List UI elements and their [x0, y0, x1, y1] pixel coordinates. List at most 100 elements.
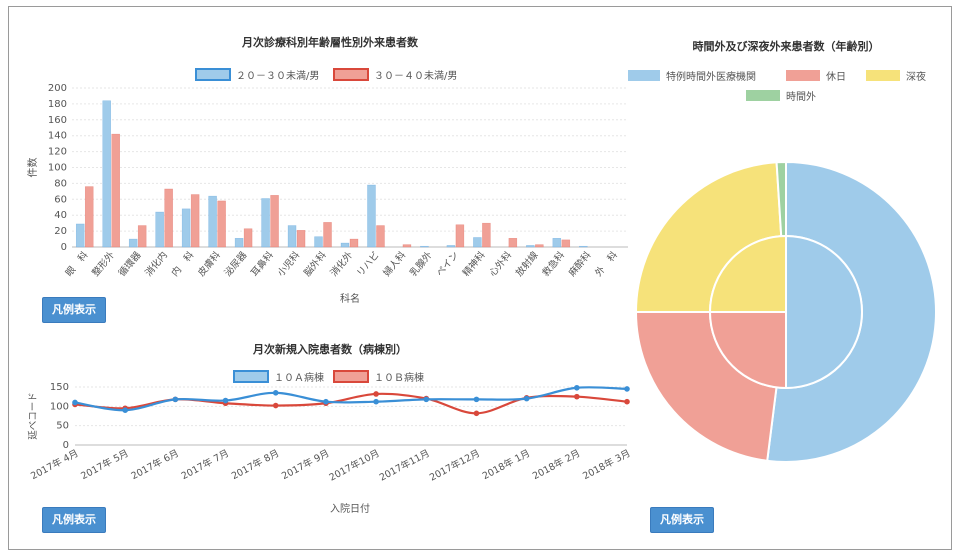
bar	[455, 224, 465, 248]
bar	[270, 195, 279, 248]
line-x-axis-label: 入院日付	[330, 502, 370, 515]
bar	[552, 238, 562, 248]
bar-chart: 月次診療科別年齢層性別外来患者数 ２０－３０未満/男 ３０－４０未満/男 0 20 40 6…	[26, 35, 628, 305]
bar-y-tick-label: 0	[61, 242, 67, 253]
bar	[367, 184, 376, 248]
pie-legend-swatch	[786, 70, 820, 81]
bar	[535, 244, 544, 248]
line-legend-label: １０Ａ病棟	[274, 371, 324, 384]
bar	[473, 237, 482, 248]
pie-legend-swatch	[746, 90, 780, 101]
bar	[217, 200, 226, 248]
bar-legend-toggle-button[interactable]: 凡例表示	[42, 297, 106, 323]
line-x-tick-label: 2017年 7月	[179, 447, 231, 482]
bar-legend-label: ２０－３０未満/男	[236, 70, 319, 82]
bar-y-tick-label: 200	[48, 83, 67, 94]
line-x-tick-label: 2017年 4月	[29, 447, 81, 482]
bar-x-tick-label: 乳腺外	[407, 249, 435, 279]
line-legend-swatch	[333, 370, 369, 383]
bar	[261, 198, 270, 248]
line-x-tick-label: 2017年 8月	[229, 447, 281, 482]
line-x-tick-label: 2017年 6月	[129, 447, 181, 482]
line-point	[222, 397, 229, 404]
bar-x-axis-label: 科名	[340, 292, 360, 305]
line-x-tick-label: 2018年 2月	[530, 447, 582, 482]
pie-legend-label: 休日	[826, 71, 846, 83]
line-y-tick-label: 150	[50, 382, 69, 393]
bar	[190, 194, 200, 248]
line-point	[373, 391, 379, 397]
line-y-axis-label: 延べコード	[27, 392, 39, 440]
bar	[181, 208, 191, 248]
bar-x-tick-label: 心外科	[487, 249, 515, 279]
bar-x-tick-label: 脳外科	[301, 249, 329, 279]
line-x-tick-label: 2017年11月	[377, 447, 431, 484]
line-x-tick-label: 2017年 9月	[280, 447, 332, 482]
bar-y-tick-label: 180	[48, 99, 67, 110]
bar	[243, 228, 253, 248]
line-point	[122, 407, 128, 413]
line-point	[423, 396, 430, 403]
bar-x-tick-label: 救急科	[540, 249, 568, 279]
line-point	[624, 386, 630, 392]
bar	[155, 211, 164, 248]
bar-x-tick-label: 麻酔科	[566, 249, 594, 279]
bar	[84, 186, 94, 248]
line-point	[373, 398, 379, 405]
pie-legend-swatch	[866, 70, 900, 81]
bar-x-tick-label: 泌尿器	[222, 249, 250, 279]
bar	[137, 225, 147, 248]
bar-legend-label: ３０－４０未満/男	[374, 70, 457, 82]
line-point	[272, 390, 279, 396]
line-x-tick-label: 2018年 3月	[581, 447, 633, 482]
bar	[349, 238, 359, 248]
bar-x-tick-label: 整形外	[89, 249, 117, 279]
line-point	[272, 402, 279, 409]
bar	[164, 188, 173, 248]
pie-chart-title: 時間外及び深夜外来患者数（年齢別）	[693, 39, 880, 53]
line-chart: 月次新規入院患者数（病棟別） １０Ａ病棟 １０Ｂ病棟 0 50 100 150 延べコード 20…	[27, 342, 633, 515]
pie-inner-slice	[708, 234, 787, 313]
line-point	[574, 393, 580, 400]
line-legend-toggle-button[interactable]: 凡例表示	[42, 507, 106, 533]
bar-y-tick-label: 20	[54, 226, 67, 237]
bar-x-tick-label: 消化内	[142, 249, 170, 279]
bar	[446, 245, 456, 248]
line-y-tick-label: 100	[50, 401, 69, 412]
bar-x-tick-label: 消化外	[328, 249, 356, 279]
bar	[111, 133, 120, 248]
line-x-tick-label: 2017年12月	[427, 447, 481, 484]
bar-y-tick-label: 100	[48, 163, 67, 174]
line-legend-swatch	[233, 370, 269, 383]
line-point	[523, 395, 530, 402]
line-x-tick-label: 2017年10月	[327, 447, 381, 484]
bar-x-tick-label: 循環器	[116, 249, 144, 279]
bar-x-tick-label: 皮膚科	[195, 249, 223, 279]
line-x-tick-label: 2017年 5月	[79, 447, 131, 482]
pie-legend-toggle-button[interactable]: 凡例表示	[650, 507, 714, 533]
line-point	[473, 410, 480, 417]
bar-y-tick-label: 40	[54, 210, 67, 221]
bar-y-axis-label: 件数	[26, 158, 39, 178]
line-y-tick-label: 50	[56, 421, 69, 432]
line-point	[624, 398, 630, 405]
bar	[508, 238, 518, 248]
line-y-tick-label: 0	[63, 440, 69, 451]
line-point	[574, 384, 580, 391]
bar	[402, 244, 412, 248]
bar-x-tick-label: ペイン	[434, 250, 461, 279]
bar	[128, 238, 138, 248]
line-legend-label: １０Ｂ病棟	[374, 371, 424, 384]
bar-legend-swatch	[195, 68, 231, 81]
bar	[234, 238, 244, 248]
line-point	[323, 398, 329, 405]
bar-y-tick-label: 140	[48, 131, 67, 142]
bar-legend-swatch	[333, 68, 369, 81]
bar	[482, 222, 491, 248]
line-point	[172, 396, 179, 403]
line-point	[473, 396, 480, 403]
pie-legend-swatch	[628, 70, 660, 81]
bar	[420, 245, 429, 248]
bar	[340, 242, 350, 248]
